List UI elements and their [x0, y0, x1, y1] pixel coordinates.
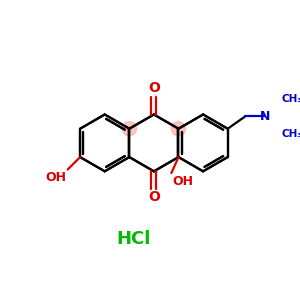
Text: N: N: [260, 110, 270, 123]
Text: OH: OH: [46, 171, 67, 184]
Circle shape: [171, 122, 186, 136]
Circle shape: [122, 122, 136, 136]
Text: O: O: [148, 190, 160, 204]
Text: CH₃: CH₃: [282, 129, 300, 139]
Text: HCl: HCl: [116, 230, 150, 248]
Text: CH₃: CH₃: [282, 94, 300, 104]
Text: O: O: [148, 81, 160, 95]
Text: OH: OH: [172, 175, 193, 188]
